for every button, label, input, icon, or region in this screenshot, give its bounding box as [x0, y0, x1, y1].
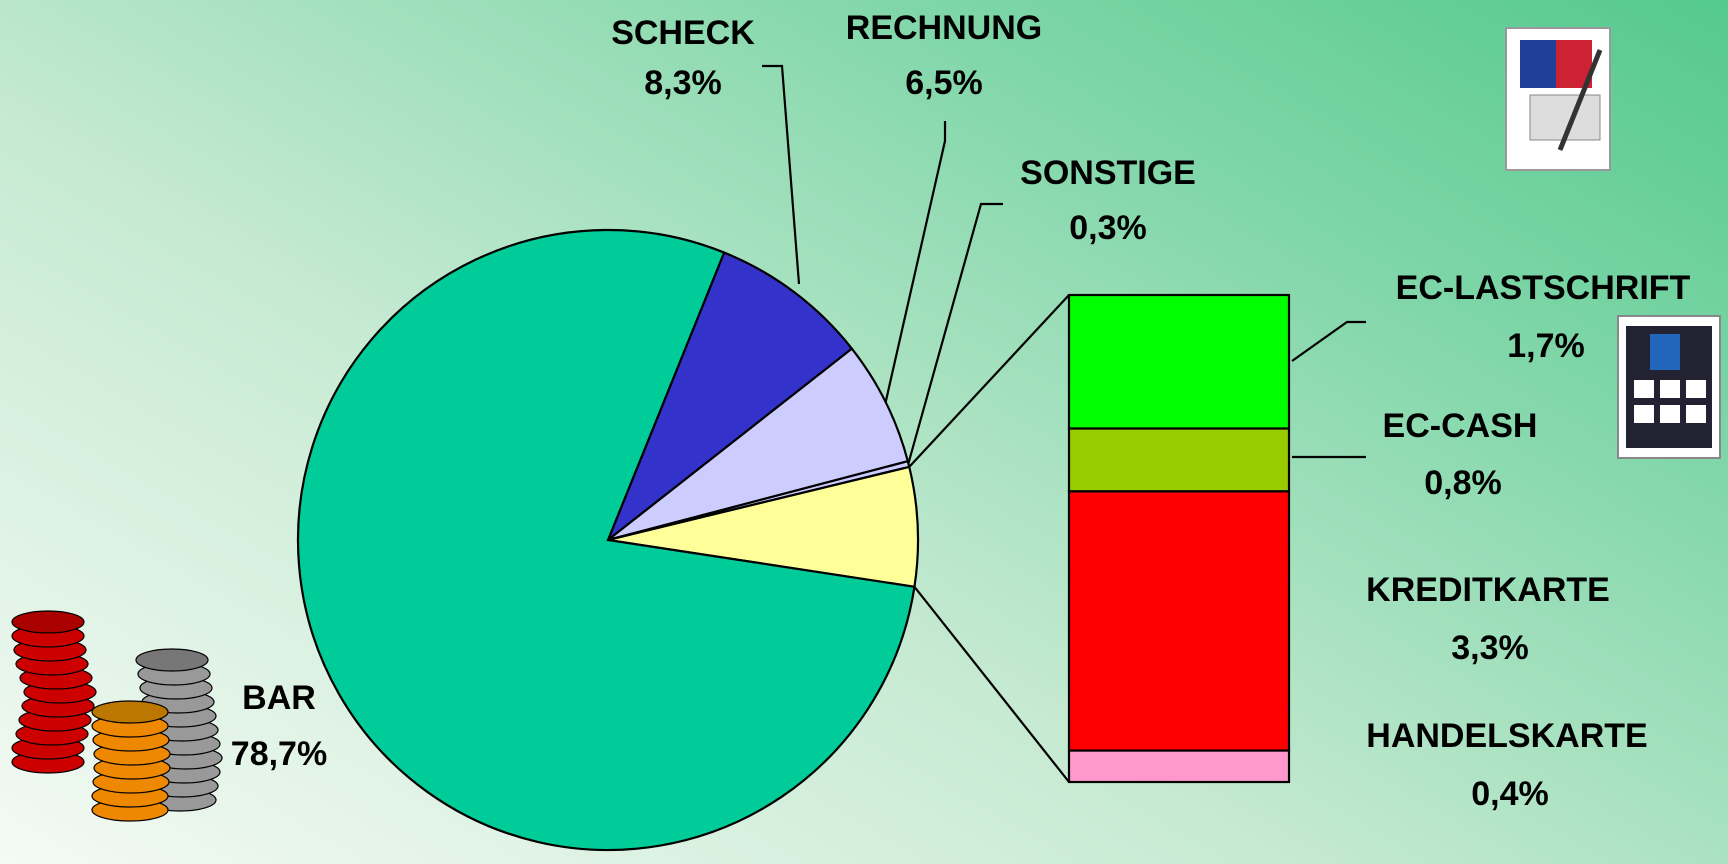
- pie-slice: [607, 347, 910, 542]
- slice-value-label: 0,3%: [1069, 209, 1147, 247]
- bar-segment: [1067, 749, 1291, 784]
- slice-label: RECHNUNG: [846, 9, 1042, 47]
- pie-slice-group: [607, 465, 920, 589]
- slice-label: SONSTIGE: [1020, 154, 1196, 192]
- pie-slice: [296, 228, 916, 852]
- pie-slice: [605, 251, 854, 544]
- slice-value-label: 6,5%: [905, 64, 983, 102]
- electronic-cash-logo: [1617, 315, 1721, 459]
- segment-label: EC-LASTSCHRIFT: [1396, 269, 1691, 307]
- segment-value-label: 3,3%: [1451, 629, 1529, 667]
- slice-value-label: 8,3%: [644, 64, 722, 102]
- slice-label: SCHECK: [611, 14, 755, 52]
- segment-label: KREDITKARTE: [1366, 571, 1610, 609]
- bar-segment: [1067, 490, 1291, 752]
- segment-label: EC-CASH: [1383, 407, 1538, 445]
- connector-line: [908, 294, 1070, 468]
- segment-value-label: 1,7%: [1507, 327, 1585, 365]
- coins-icon: [11, 610, 223, 822]
- bar-segment: [1067, 293, 1291, 430]
- bar-segment: [1067, 427, 1291, 493]
- leader-lines: [762, 64, 1366, 473]
- slice-label: BAR: [242, 679, 316, 717]
- segment-value-label: 0,8%: [1424, 464, 1502, 502]
- segment-value-label: 0,4%: [1471, 775, 1549, 813]
- slice-value-label: 78,7%: [231, 735, 327, 773]
- segment-label: HANDELSKARTE: [1366, 717, 1647, 755]
- connector-line: [913, 586, 1070, 783]
- ec-logo: [1505, 27, 1611, 171]
